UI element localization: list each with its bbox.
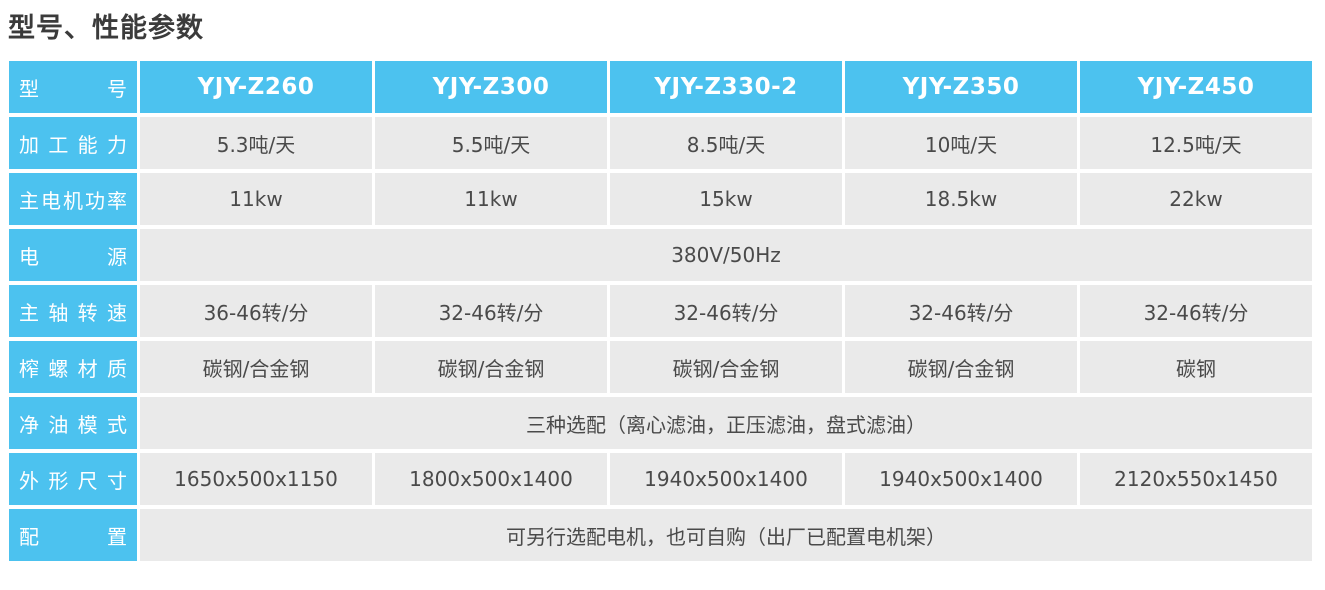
page-title: 型号、性能参数 [8,13,204,44]
spec-cell-span: 可另行选配电机，也可自购（出厂已配置电机架） [140,509,1312,561]
spec-cell: 1940x500x1400 [610,453,842,505]
spec-cell: 碳钢/合金钢 [610,341,842,393]
spec-cell: 32-46转/分 [845,285,1077,337]
spec-row-screw-material: 榨螺材质 碳钢/合金钢 碳钢/合金钢 碳钢/合金钢 碳钢/合金钢 碳钢 [9,341,1312,393]
model-header: YJY-Z300 [375,61,607,113]
spec-cell: 32-46转/分 [375,285,607,337]
row-label: 主电机功率 [9,173,137,225]
spec-cell: 5.5吨/天 [375,117,607,169]
row-label: 加工能力 [9,117,137,169]
model-header: YJY-Z350 [845,61,1077,113]
spec-cell: 11kw [375,173,607,225]
spec-cell: 22kw [1080,173,1312,225]
spec-cell: 11kw [140,173,372,225]
spec-cell: 1650x500x1150 [140,453,372,505]
model-header: YJY-Z450 [1080,61,1312,113]
row-label: 电 源 [9,229,137,281]
spec-cell: 2120x550x1450 [1080,453,1312,505]
row-label: 配 置 [9,509,137,561]
header-row: 型 号 YJY-Z260 YJY-Z300 YJY-Z330-2 YJY-Z35… [9,61,1312,113]
spec-row-oil-purification-mode: 净油模式 三种选配（离心滤油，正压滤油，盘式滤油） [9,397,1312,449]
spec-row-configuration: 配 置 可另行选配电机，也可自购（出厂已配置电机架） [9,509,1312,561]
spec-cell: 碳钢/合金钢 [140,341,372,393]
spec-row-processing-capacity: 加工能力 5.3吨/天 5.5吨/天 8.5吨/天 10吨/天 12.5吨/天 [9,117,1312,169]
spec-cell: 碳钢/合金钢 [845,341,1077,393]
model-header: YJY-Z330-2 [610,61,842,113]
row-label: 外形尺寸 [9,453,137,505]
spec-row-spindle-speed: 主轴转速 36-46转/分 32-46转/分 32-46转/分 32-46转/分… [9,285,1312,337]
spec-cell: 1800x500x1400 [375,453,607,505]
spec-cell: 32-46转/分 [1080,285,1312,337]
row-label: 榨螺材质 [9,341,137,393]
spec-cell: 12.5吨/天 [1080,117,1312,169]
spec-cell: 碳钢/合金钢 [375,341,607,393]
row-label: 主轴转速 [9,285,137,337]
spec-table: 型 号 YJY-Z260 YJY-Z300 YJY-Z330-2 YJY-Z35… [6,57,1315,565]
spec-cell-span: 380V/50Hz [140,229,1312,281]
spec-cell: 15kw [610,173,842,225]
spec-cell: 碳钢 [1080,341,1312,393]
spec-cell: 32-46转/分 [610,285,842,337]
spec-cell: 1940x500x1400 [845,453,1077,505]
spec-cell: 10吨/天 [845,117,1077,169]
spec-cell: 8.5吨/天 [610,117,842,169]
row-label-model: 型 号 [9,61,137,113]
spec-cell: 5.3吨/天 [140,117,372,169]
spec-row-motor-power: 主电机功率 11kw 11kw 15kw 18.5kw 22kw [9,173,1312,225]
spec-cell: 36-46转/分 [140,285,372,337]
row-label: 净油模式 [9,397,137,449]
spec-cell: 18.5kw [845,173,1077,225]
model-header: YJY-Z260 [140,61,372,113]
spec-row-dimensions: 外形尺寸 1650x500x1150 1800x500x1400 1940x50… [9,453,1312,505]
spec-cell-span: 三种选配（离心滤油，正压滤油，盘式滤油） [140,397,1312,449]
spec-row-power-supply: 电 源 380V/50Hz [9,229,1312,281]
